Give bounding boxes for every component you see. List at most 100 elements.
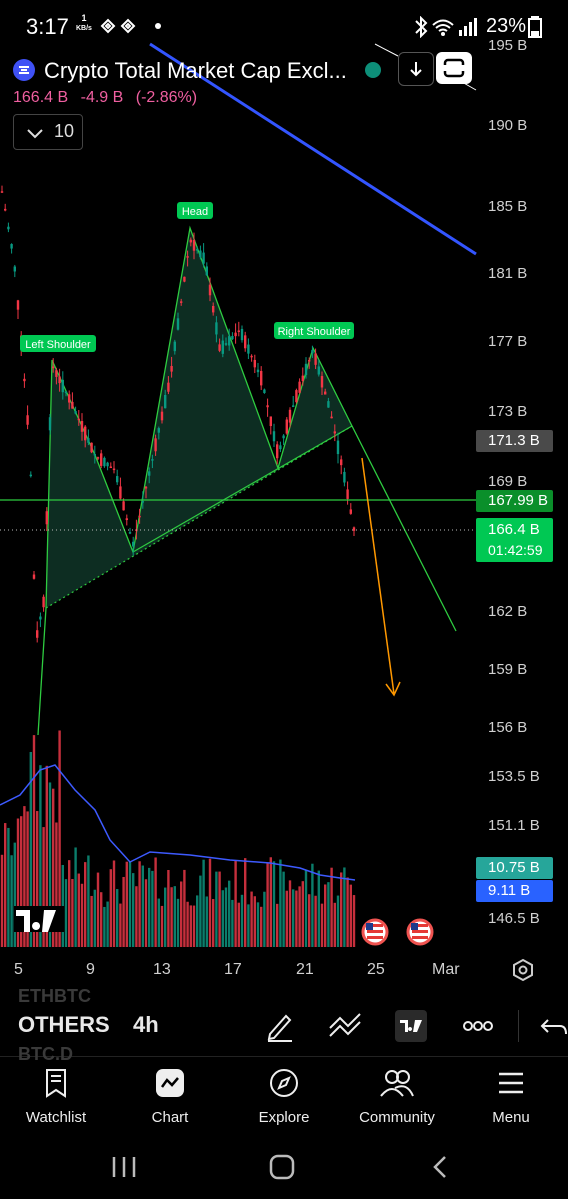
nav-chart-label: Chart xyxy=(151,1109,189,1126)
draw-icon[interactable] xyxy=(264,1010,296,1042)
tradingview-button[interactable] xyxy=(395,1010,427,1042)
price-tag-last: 166.4 B 01:42:59 xyxy=(476,518,553,562)
candle-body xyxy=(340,459,343,466)
candle-body xyxy=(176,318,180,330)
volume-bar xyxy=(157,898,160,947)
candle-body xyxy=(77,418,80,421)
timeframe-selector[interactable]: 4h xyxy=(133,1012,159,1037)
nav-community[interactable]: Community xyxy=(349,1068,445,1126)
candle-body xyxy=(189,239,192,243)
volume-bar xyxy=(164,887,167,947)
recent-apps-icon[interactable] xyxy=(110,1154,138,1180)
symbol-title[interactable]: Crypto Total Market Cap Excl... xyxy=(44,58,347,83)
volume-bar xyxy=(218,871,221,947)
volume-bar xyxy=(212,899,215,947)
candle-body xyxy=(212,305,215,313)
indicators-icon[interactable] xyxy=(328,1012,362,1040)
indicator-count: 10 xyxy=(54,121,75,141)
volume-bar xyxy=(301,881,304,947)
volume-bar xyxy=(311,863,314,947)
volume-bar xyxy=(64,879,68,947)
candle-body xyxy=(141,501,144,503)
candle-body xyxy=(151,459,154,461)
volume-bar xyxy=(45,765,48,947)
candles xyxy=(0,185,356,643)
price-axis-label: 146.5 B xyxy=(488,910,540,927)
volume-bar xyxy=(202,859,205,947)
nav-explore[interactable]: Explore xyxy=(236,1068,332,1126)
volume-bar xyxy=(90,895,93,947)
candle-body xyxy=(26,415,29,425)
price-change-line: 166.4 B -4.9 B (-2.86%) xyxy=(13,89,205,107)
volume-bar xyxy=(282,871,285,947)
price-axis-label: 173 B xyxy=(488,403,528,420)
crypto-symbol-icon xyxy=(13,59,35,81)
volume-bar xyxy=(128,862,132,947)
candle-body xyxy=(64,391,68,394)
volume-bar xyxy=(144,879,148,947)
candle-body xyxy=(112,468,116,471)
candle-body xyxy=(285,419,288,434)
volume-bar xyxy=(42,827,45,947)
candle-body xyxy=(36,630,39,638)
volume-bar xyxy=(96,872,100,947)
price-tag-level: 167.99 B xyxy=(476,490,553,512)
volume-bar xyxy=(154,857,157,947)
price-chart[interactable]: Head Left Shoulder Right Shoulder xyxy=(0,30,568,960)
candle-body xyxy=(68,394,71,403)
nav-chart[interactable]: Chart xyxy=(122,1068,218,1126)
volume-bar xyxy=(205,896,208,947)
date-axis-label: 17 xyxy=(224,961,242,978)
volume-bar xyxy=(93,889,96,947)
indicator-collapse-toggle[interactable]: 10 xyxy=(13,114,83,150)
volume-bar xyxy=(330,867,333,947)
undo-icon[interactable] xyxy=(540,1014,568,1038)
candle-body xyxy=(29,474,32,477)
nav-menu[interactable]: Menu xyxy=(463,1068,559,1126)
back-icon[interactable] xyxy=(428,1154,452,1180)
tradingview-icon xyxy=(400,1020,422,1032)
volume-tag: 10.75 B xyxy=(476,857,553,879)
volume-bars xyxy=(0,730,356,947)
candle-body xyxy=(215,322,218,335)
candle-body xyxy=(336,440,340,455)
volume-bar xyxy=(234,860,237,947)
home-icon[interactable] xyxy=(268,1154,296,1180)
more-icon[interactable] xyxy=(462,1016,494,1036)
download-button[interactable] xyxy=(398,52,434,86)
candle-body xyxy=(327,401,330,408)
candle-body xyxy=(308,360,311,362)
date-axis-label: Mar xyxy=(432,961,460,978)
candle-body xyxy=(74,411,77,414)
chart-settings-icon[interactable] xyxy=(511,958,535,982)
symbol-selector[interactable]: OTHERS xyxy=(18,1012,110,1037)
nav-menu-label: Menu xyxy=(492,1109,530,1126)
candle-body xyxy=(333,431,336,434)
wifi-icon xyxy=(432,19,454,36)
ghost-symbol-above: ETHBTC xyxy=(18,986,91,1006)
candle-body xyxy=(196,249,199,251)
volume-bar xyxy=(160,905,164,947)
volume-bar xyxy=(167,870,170,947)
candle-body xyxy=(119,486,122,499)
fullscreen-button[interactable] xyxy=(436,52,472,84)
volume-bar xyxy=(48,782,52,947)
volume-bar xyxy=(340,872,343,947)
date-axis-label: 9 xyxy=(86,961,95,978)
head-shoulders-pattern xyxy=(37,225,457,736)
candle-body xyxy=(61,379,64,393)
volume-bar xyxy=(253,896,256,947)
battery-percent: 23% xyxy=(486,15,527,37)
market-status-indicator[interactable] xyxy=(358,56,390,84)
volume-bar xyxy=(87,855,90,947)
volume-bar xyxy=(260,906,263,947)
candle-body xyxy=(71,401,74,409)
volume-bar xyxy=(343,867,346,947)
volume-ma-tag: 9.11 B xyxy=(476,880,553,902)
candle-body xyxy=(304,363,308,376)
volume-bar xyxy=(106,901,109,947)
volume-bar xyxy=(55,822,58,947)
change-value: -4.9 B xyxy=(80,89,124,106)
nav-watchlist[interactable]: Watchlist xyxy=(8,1068,104,1126)
date-axis-label: 5 xyxy=(14,961,23,978)
